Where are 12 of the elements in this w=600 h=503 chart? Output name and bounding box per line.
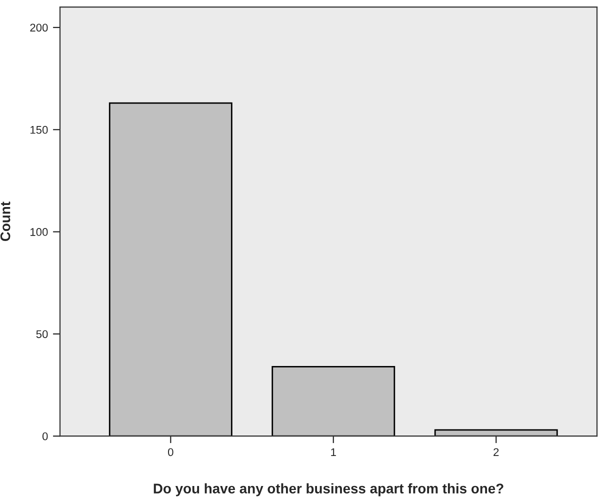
x-tick-label: 2 [494, 448, 499, 456]
x-tick-label: 0 [168, 448, 174, 456]
y-axis-title: Count [0, 202, 10, 242]
y-tick-label: 200 [30, 24, 48, 32]
y-tick-label: 50 [36, 330, 48, 338]
x-axis-title: Do you have any other business apart from this one? [154, 483, 504, 496]
y-tick-label: 100 [30, 228, 48, 236]
y-tick-label: 150 [30, 126, 48, 134]
x-tick-label: 1 [331, 448, 336, 456]
bar [272, 366, 396, 436]
y-tick-label: 0 [42, 432, 48, 440]
bar [108, 102, 232, 436]
